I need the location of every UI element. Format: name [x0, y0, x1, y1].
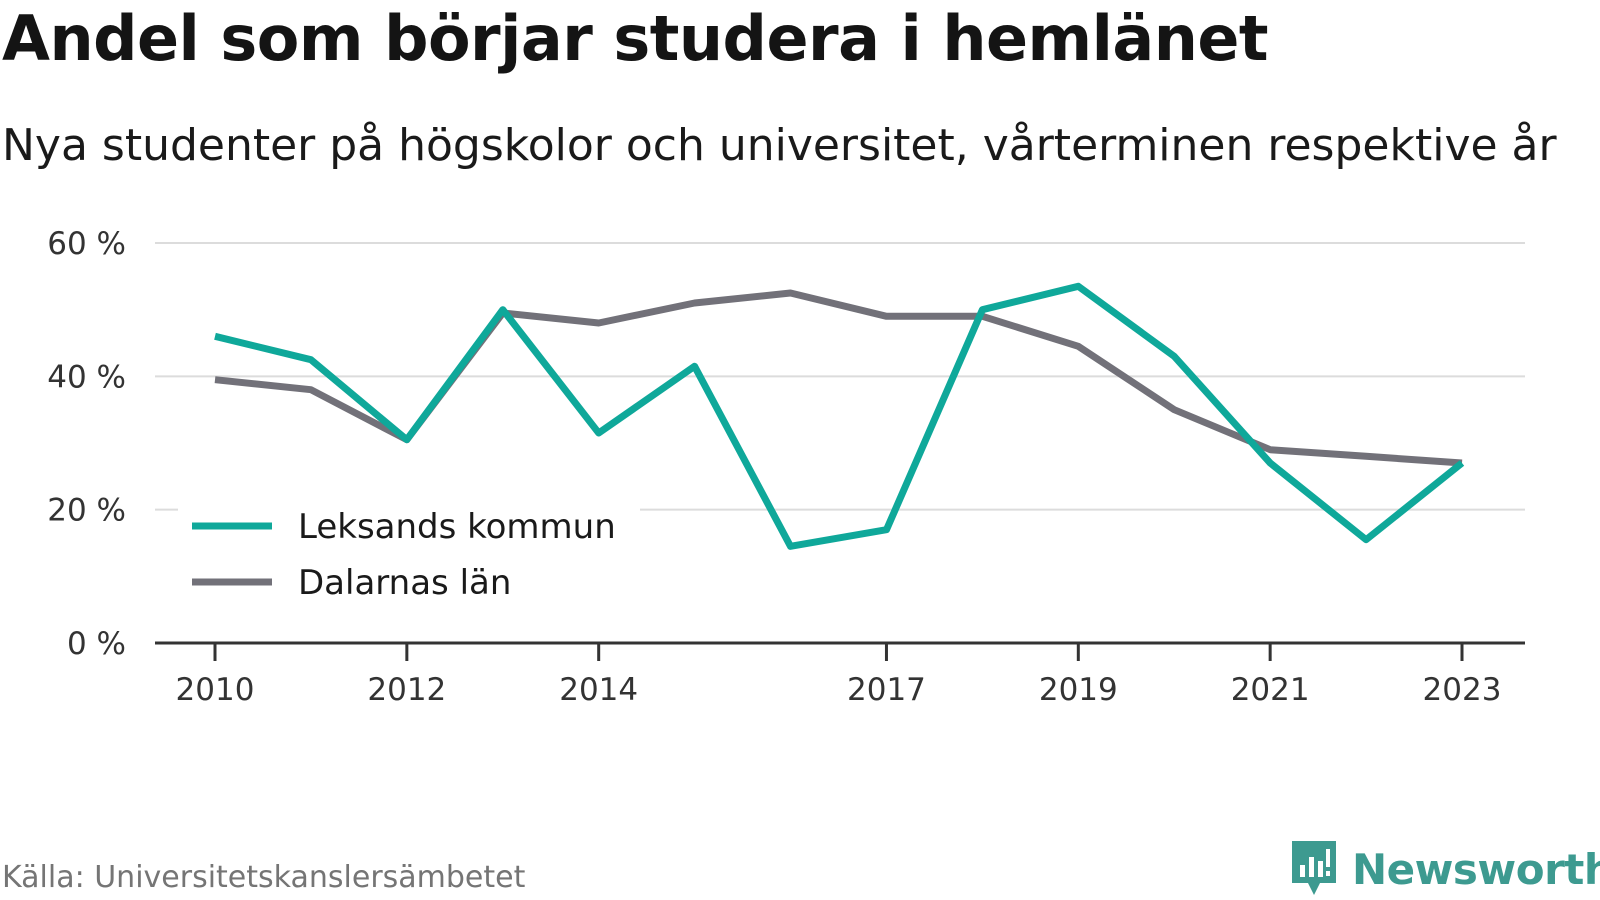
source-note: Källa: Universitetskanslersämbetet [2, 860, 526, 895]
brand-name: Newsworthy [1352, 844, 1600, 894]
series-lines [214, 282, 1465, 550]
y-tick-label: 0 % [67, 626, 126, 662]
x-tick-label: 2017 [847, 672, 926, 708]
y-tick-label: 20 % [47, 493, 126, 529]
x-tick-label: 2010 [176, 672, 255, 708]
legend-label: Leksands kommun [298, 507, 616, 547]
series-line-leksands-kommun [214, 282, 1465, 550]
chart-title: Andel som börjar studera i hemlänet [2, 2, 1269, 75]
legend-label: Dalarnas län [298, 563, 511, 603]
y-axis-ticks: 0 % 20 % 40 % 60 % [47, 226, 126, 662]
y-tick-label: 60 % [47, 226, 126, 262]
grid-lines [155, 242, 1525, 645]
x-tick-label: 2023 [1423, 672, 1502, 708]
x-tick-label: 2019 [1039, 672, 1118, 708]
x-axis-ticks: 2010 2012 2014 2017 2019 2021 2023 [176, 643, 1502, 708]
x-tick-label: 2014 [559, 672, 638, 708]
x-tick-label: 2012 [367, 672, 446, 708]
brand-logo: Newsworthy [1290, 838, 1600, 900]
y-tick-label: 40 % [47, 359, 126, 395]
newsworthy-icon [1292, 841, 1336, 895]
chart-subtitle: Nya studenter på högskolor och universit… [2, 120, 1557, 171]
x-tick-label: 2021 [1231, 672, 1310, 708]
legend: Leksands kommun Dalarnas län [178, 492, 640, 614]
legend-background [178, 492, 640, 614]
